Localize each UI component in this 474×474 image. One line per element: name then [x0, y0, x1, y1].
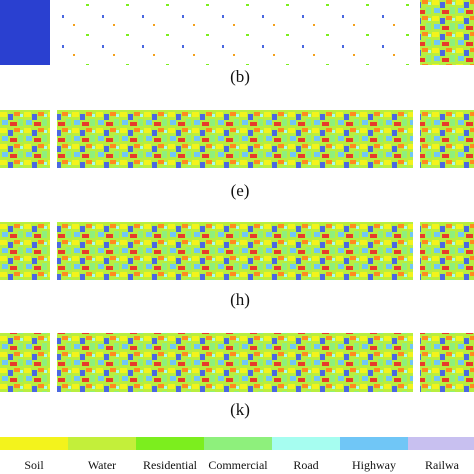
legend-swatch [272, 437, 340, 450]
map-panel [0, 110, 50, 168]
legend-swatch [136, 437, 204, 450]
legend-label: Railwa [425, 458, 460, 472]
map-panel [420, 110, 474, 168]
map-panel [57, 222, 413, 280]
legend-swatch [0, 437, 68, 450]
map-panel [420, 333, 474, 392]
panel-label: (h) [230, 290, 250, 309]
row-b [0, 0, 474, 65]
row-k [0, 333, 474, 392]
map-panel [55, 0, 415, 65]
map-panel [0, 333, 50, 392]
map-panel [0, 0, 50, 65]
panel-label: (k) [230, 400, 250, 419]
map-panel [0, 222, 50, 280]
legend-label: Commercial [208, 458, 268, 472]
legend-label: Soil [24, 458, 44, 472]
legend-label: Highway [352, 458, 396, 472]
legend-label: Residential [143, 458, 198, 472]
panel-label: (e) [231, 181, 250, 200]
map-panel [420, 222, 474, 280]
map-panel [57, 333, 413, 392]
legend-label: Water [88, 458, 116, 472]
legend-swatch [408, 437, 474, 450]
row-e [0, 110, 474, 168]
legend-label: Road [293, 458, 318, 472]
map-panel [57, 110, 413, 168]
legend-swatch [68, 437, 136, 450]
map-panel [420, 0, 474, 65]
panel-label: (b) [230, 67, 250, 86]
row-h [0, 222, 474, 280]
legend-swatch [204, 437, 272, 450]
legend-swatch [340, 437, 408, 450]
